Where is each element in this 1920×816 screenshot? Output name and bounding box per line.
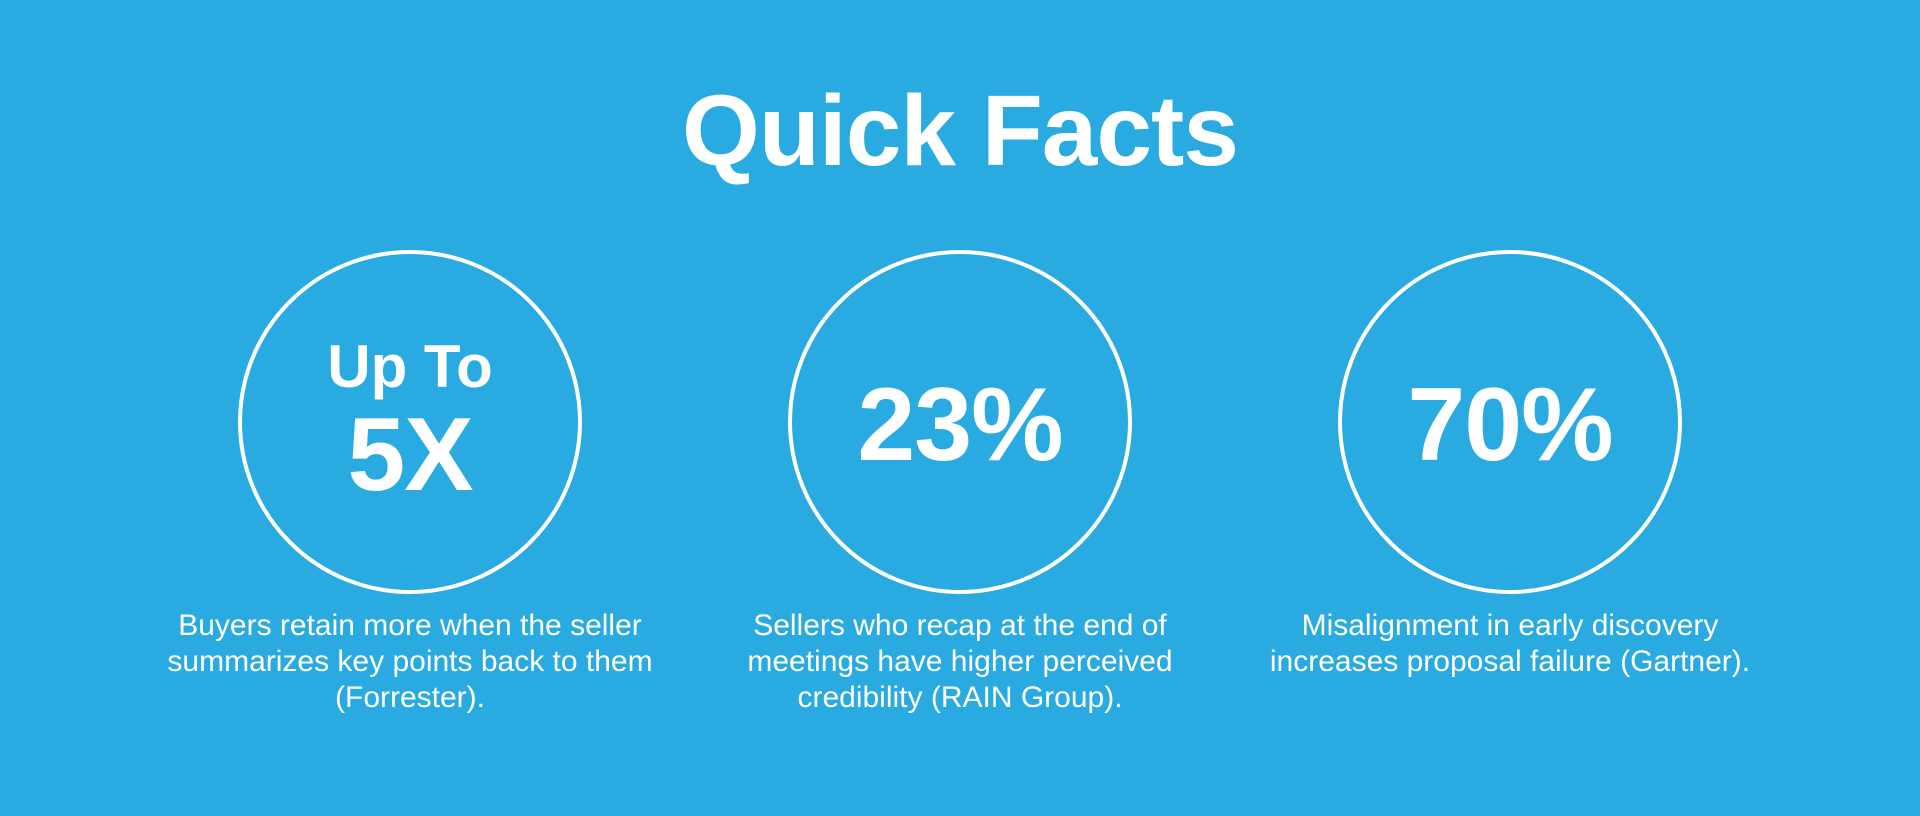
quick-facts-slide: Quick Facts Up To 5X Buyers retain more … (0, 76, 1920, 816)
fact-card-seller-credibility: 23% Sellers who recap at the end of meet… (690, 250, 1230, 716)
stat-circle: 23% (788, 250, 1132, 594)
stat-caption: Buyers retain more when the seller summa… (167, 609, 653, 714)
stat-circle: 70% (1338, 250, 1682, 594)
stat-value-prefix: Up To (327, 333, 493, 400)
facts-row: Up To 5X Buyers retain more when the sel… (0, 250, 1920, 716)
stat-value: 23% (857, 367, 1063, 483)
stat-value: 5X (347, 397, 473, 513)
slide-background: { "page": { "background_color": "#29ABE2… (0, 76, 1920, 816)
stat-circle: Up To 5X (238, 250, 582, 594)
fact-card-proposal-failure: 70% Misalignment in early discovery incr… (1240, 250, 1780, 716)
fact-card-buyer-retention: Up To 5X Buyers retain more when the sel… (140, 250, 680, 716)
stat-caption: Misalignment in early discovery increase… (1269, 609, 1751, 678)
stat-value: 70% (1407, 367, 1613, 483)
stat-caption: Sellers who recap at the end of meetings… (747, 609, 1173, 714)
page-title: Quick Facts (682, 75, 1239, 187)
